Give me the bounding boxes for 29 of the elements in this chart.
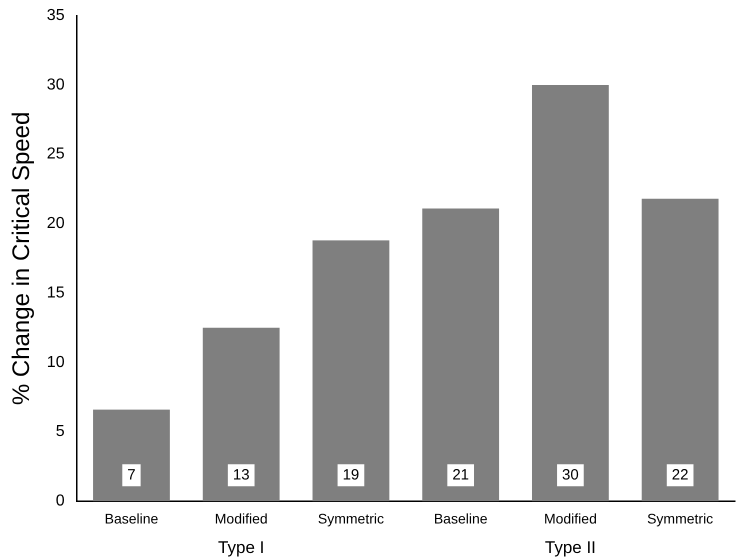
- x-tick-label: Modified: [544, 510, 597, 526]
- x-tick-label: Baseline: [434, 510, 488, 526]
- x-tick-label: Modified: [214, 510, 268, 526]
- y-tick-label: 25: [46, 146, 65, 163]
- bar: [93, 410, 170, 502]
- data-label: 13: [232, 466, 250, 484]
- y-tick-label: 20: [46, 215, 65, 232]
- x-tick-label: Symmetric: [647, 510, 714, 526]
- data-label: 21: [452, 466, 470, 484]
- y-tick-label: 10: [46, 354, 65, 371]
- bar: [422, 208, 500, 502]
- data-label: 30: [562, 466, 579, 484]
- y-tick-label: 30: [46, 76, 65, 94]
- data-label: 19: [342, 466, 360, 484]
- text: Type I: [218, 538, 264, 558]
- bar: [642, 198, 719, 502]
- x-tick-label: Baseline: [104, 510, 159, 526]
- y-tick-label: 5: [56, 423, 65, 440]
- y-axis-title: % Change in Critical Speed: [8, 112, 36, 406]
- text: Type II: [544, 538, 596, 558]
- y-tick-label: 35: [46, 7, 65, 24]
- y-tick-label: 15: [46, 284, 65, 302]
- y-tick-label: 0: [56, 492, 65, 510]
- bar: [532, 84, 609, 502]
- x-tick-label: Symmetric: [318, 510, 384, 526]
- data-label: 7: [127, 466, 136, 484]
- bar: [312, 240, 390, 502]
- bar: [202, 328, 280, 502]
- data-label: 22: [672, 466, 688, 484]
